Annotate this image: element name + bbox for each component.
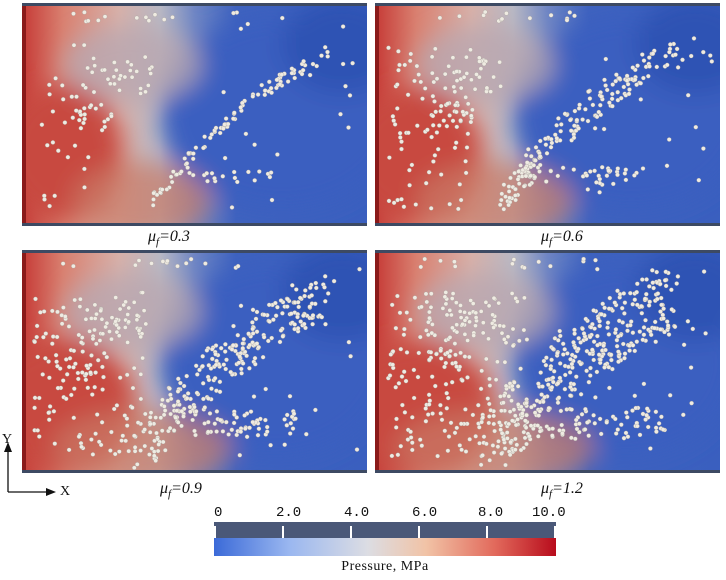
caption-value: =0.3 <box>159 228 190 245</box>
colorbar-tick-label: 4.0 <box>344 505 370 521</box>
colorbar-title: Pressure, MPa <box>341 559 429 574</box>
caption-mu-1-2: μf=1.2 <box>541 480 583 500</box>
pressure-field-1 <box>375 6 720 223</box>
pressure-field-3 <box>375 253 720 470</box>
axes-arrows <box>4 442 56 496</box>
colorbar-frame-top <box>214 522 556 538</box>
colorbar-tick-label: 8.0 <box>478 505 504 521</box>
x-axis-label: X <box>60 484 71 499</box>
particle-cloud <box>386 256 708 468</box>
colorbar-tick-label: 2.0 <box>276 505 302 521</box>
caption-value: =0.6 <box>552 228 583 245</box>
pressure-field-0 <box>22 6 367 223</box>
pressure-panel-mu-0-9 <box>22 250 367 473</box>
caption-subscript: f <box>168 488 172 500</box>
caption-mu-0-9: μf=0.9 <box>160 480 202 500</box>
pressure-panel-mu-0-3 <box>22 3 367 226</box>
coordinate-axes: Y X <box>0 430 80 502</box>
particle-cloud <box>386 9 715 212</box>
particle-cloud <box>32 256 362 470</box>
caption-symbol: μ <box>541 228 550 245</box>
pressure-colorbar: 0 2.0 4.0 6.0 8.0 10.0 Pressure, MPa <box>214 505 566 580</box>
caption-symbol: μ <box>541 480 550 497</box>
colorbar-bar <box>214 522 556 556</box>
colorbar-tick-label: 10.0 <box>532 505 566 521</box>
colorbar-gradient <box>214 538 556 556</box>
y-axis-label: Y <box>2 432 13 447</box>
particle-cloud <box>39 10 355 210</box>
colorbar-ticks <box>214 526 556 538</box>
colorbar-tick-label: 6.0 <box>412 505 438 521</box>
caption-subscript: f <box>549 236 553 248</box>
caption-symbol: μ <box>160 480 169 497</box>
inlet-edge <box>22 6 26 223</box>
caption-symbol: μ <box>148 228 157 245</box>
caption-subscript: f <box>156 236 160 248</box>
inlet-edge <box>375 6 379 223</box>
pressure-field-2 <box>22 253 367 470</box>
caption-mu-0-6: μf=0.6 <box>541 228 583 248</box>
caption-value: =1.2 <box>552 480 583 497</box>
inlet-edge <box>22 253 26 470</box>
caption-subscript: f <box>549 488 553 500</box>
pressure-panel-mu-1-2 <box>375 250 720 473</box>
inlet-edge <box>375 253 379 470</box>
colorbar-tick-label: 0 <box>214 505 223 521</box>
caption-value: =0.9 <box>171 480 202 497</box>
caption-mu-0-3: μf=0.3 <box>148 228 190 248</box>
pressure-panel-mu-0-6 <box>375 3 720 226</box>
